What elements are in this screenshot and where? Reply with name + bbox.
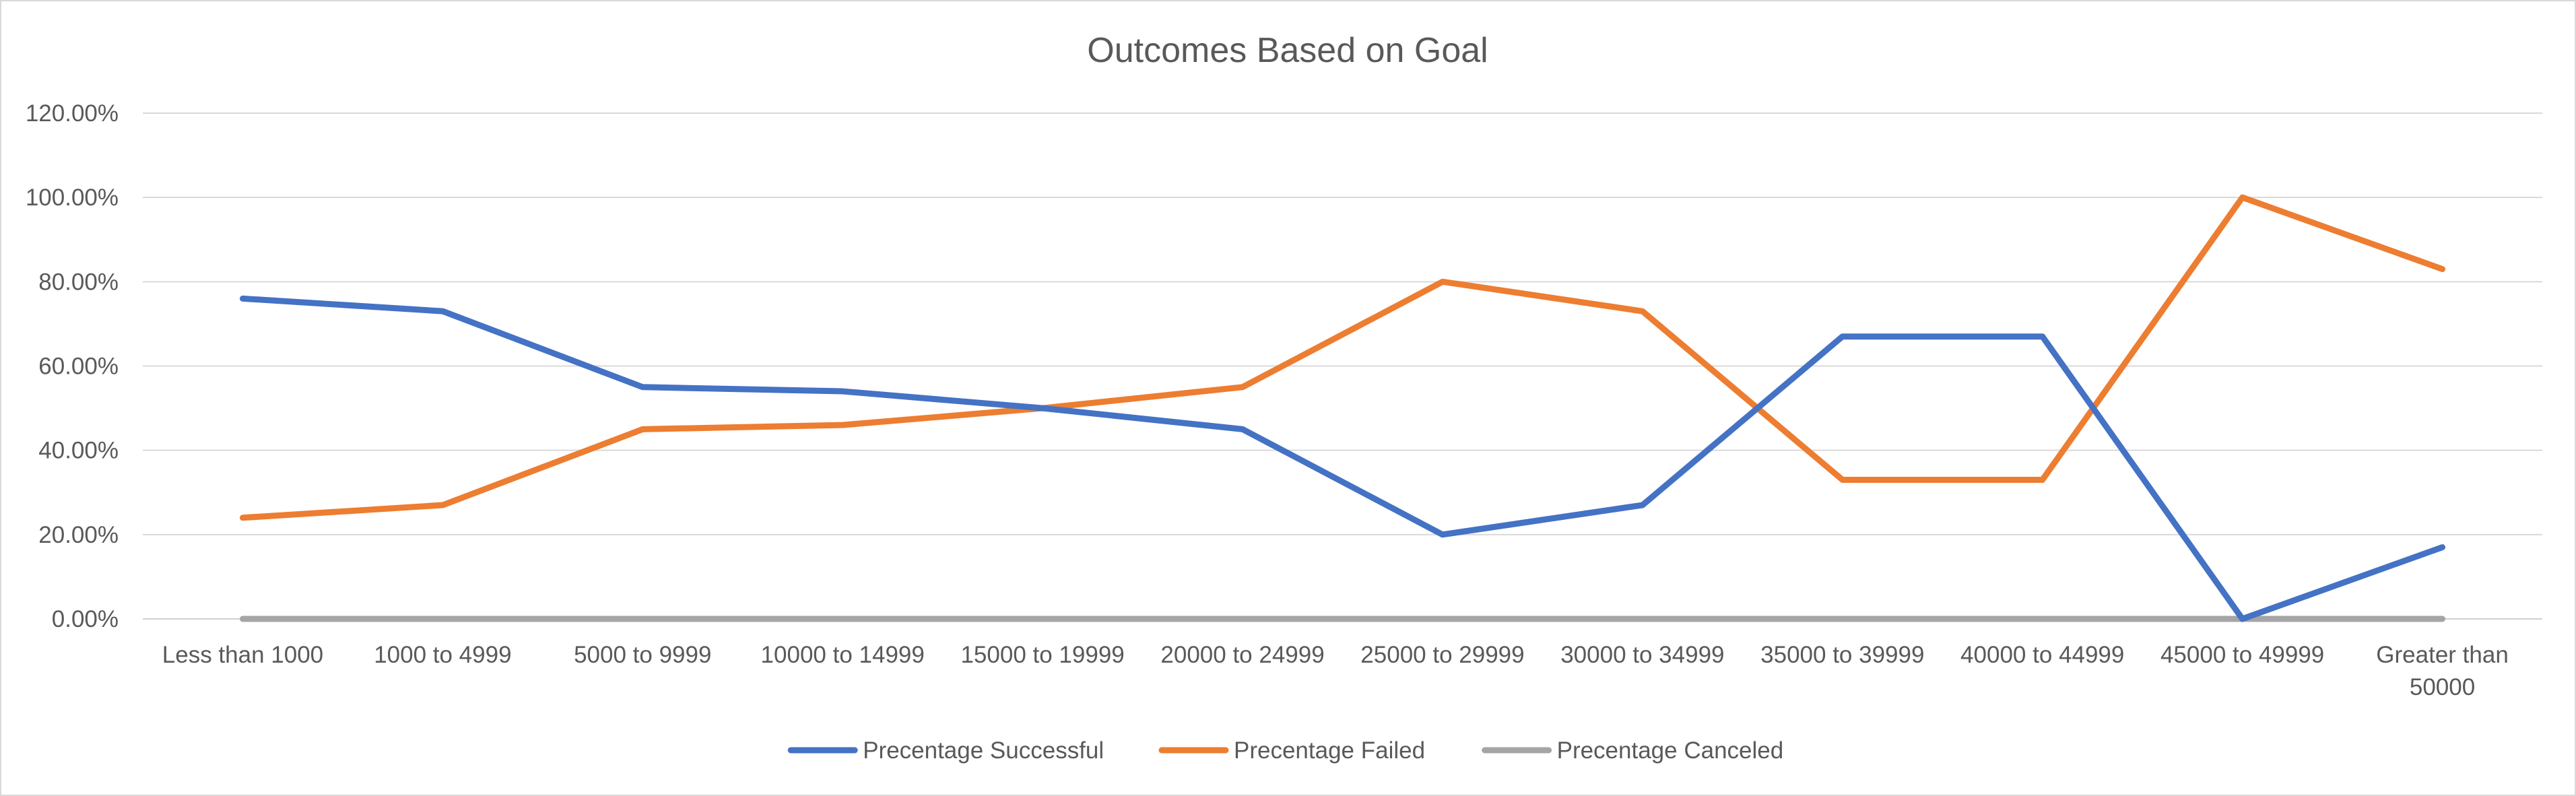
gridlines: [143, 112, 2542, 620]
x-tick-label: 40000 to 44999: [1960, 642, 2124, 668]
chart-title: Outcomes Based on Goal: [1087, 31, 1488, 70]
x-tick-label: 45000 to 49999: [2160, 642, 2324, 668]
y-axis-ticks: 0.00% 20.00% 40.00% 60.00% 80.00% 100.00% 120.…: [26, 100, 119, 632]
x-tick-label: 30000 to 34999: [1560, 642, 1724, 668]
legend-label: Precentage Canceled: [1557, 737, 1784, 764]
x-tick-label: 20000 to 24999: [1160, 642, 1324, 668]
y-tick-label: 80.00%: [38, 269, 119, 295]
x-tick-label: 1000 to 4999: [374, 642, 511, 668]
y-tick-label: 100.00%: [26, 185, 119, 211]
y-tick-label: 120.00%: [26, 100, 119, 127]
x-tick-label: 15000 to 19999: [960, 642, 1124, 668]
legend: Precentage Successful Precentage Failed Pr…: [787, 737, 1784, 764]
x-tick-label: Less than 1000: [162, 642, 323, 668]
y-tick-label: 20.00%: [38, 522, 119, 548]
y-tick-label: 0.00%: [52, 606, 119, 632]
y-tick-label: 40.00%: [38, 438, 119, 464]
series-line: [239, 295, 2446, 622]
x-tick-label: Greater than 50000: [2376, 642, 2509, 700]
x-tick-label: 5000 to 9999: [574, 642, 711, 668]
legend-label: Precentage Failed: [1234, 737, 1425, 764]
series-line: [239, 194, 2446, 521]
x-tick-label: 10000 to 14999: [761, 642, 925, 668]
y-tick-label: 60.00%: [38, 354, 119, 380]
series-lines: [239, 194, 2446, 622]
x-tick-label: 25000 to 29999: [1360, 642, 1524, 668]
x-axis-ticks: Less than 1000 1000 to 4999 5000 to 9999 10…: [162, 642, 2509, 700]
legend-label: Precentage Successful: [863, 737, 1104, 764]
x-tick-label: 35000 to 39999: [1760, 642, 1924, 668]
